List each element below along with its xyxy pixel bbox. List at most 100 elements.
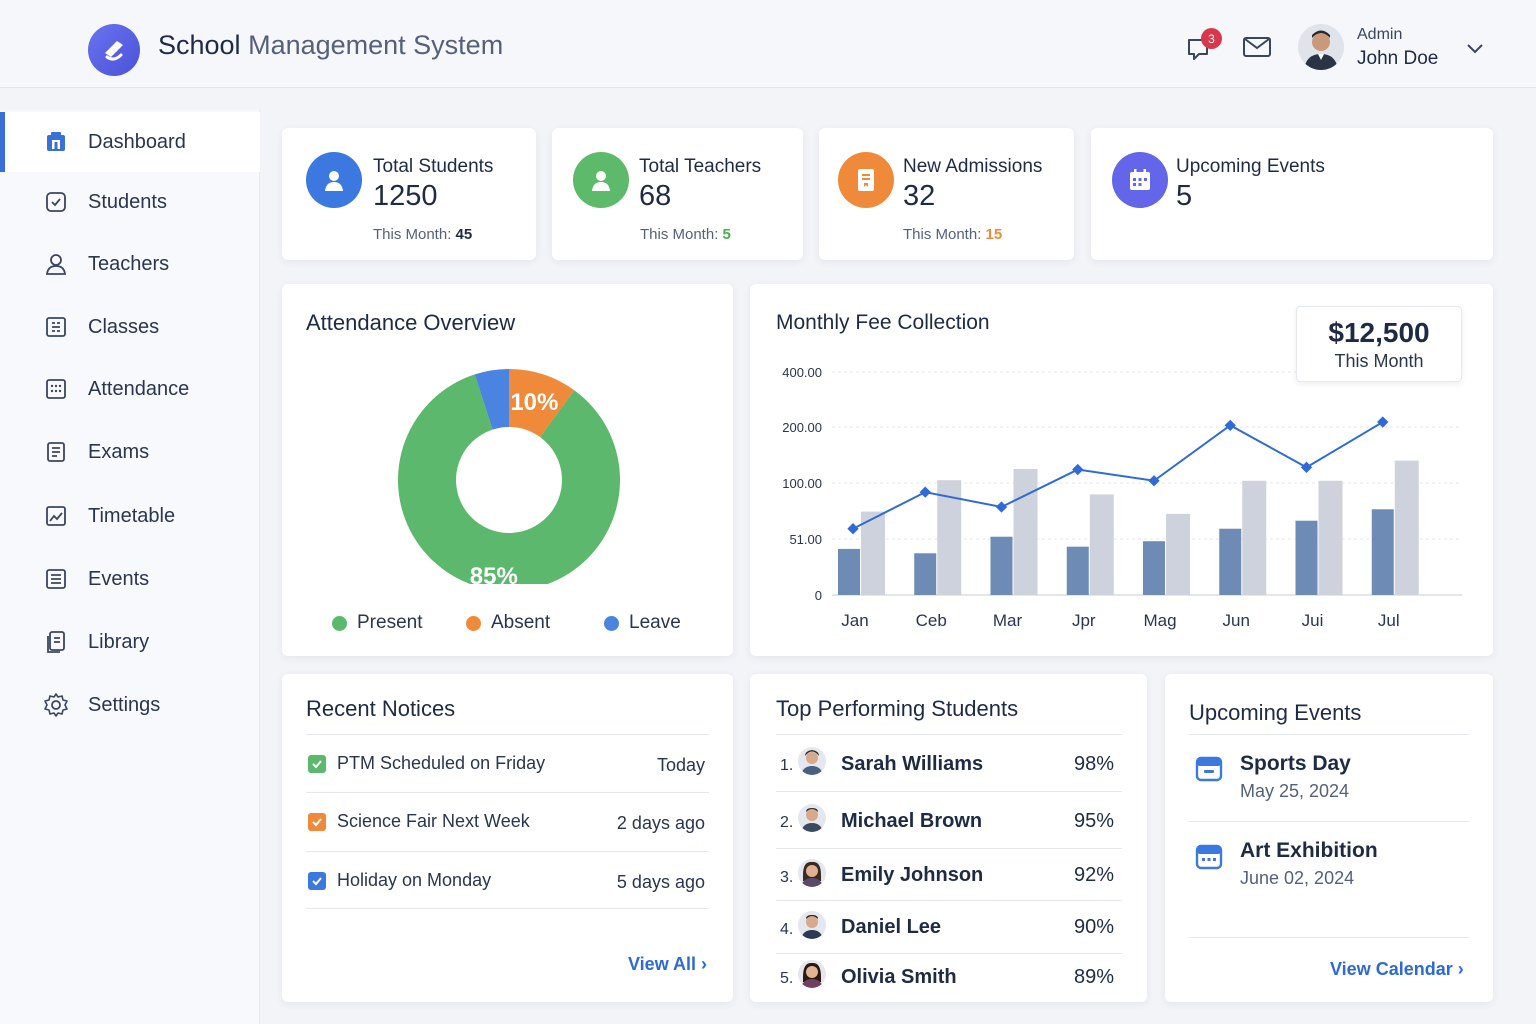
view-calendar-link[interactable]: View Calendar › [1330, 959, 1464, 980]
sidebar-item-events[interactable]: Events [0, 549, 260, 609]
donut-label: 85% [470, 563, 518, 584]
student-rank: 4. [780, 921, 794, 938]
card-title: Attendance Overview [306, 310, 516, 335]
y-tick-label: 200.00 [782, 420, 822, 435]
notice-row[interactable]: PTM Scheduled on Friday Today [306, 735, 709, 793]
view-all-label: View All [628, 954, 697, 974]
sidebar-item-attendance[interactable]: Attendance [0, 359, 260, 419]
student-score: 95% [1073, 810, 1114, 832]
timetable-icon [42, 502, 70, 530]
attendance-donut-chart: 10% 85% [397, 369, 620, 584]
student-avatar [798, 911, 826, 939]
student-name: Emily Johnson [841, 864, 984, 886]
events-card: Upcoming Events Sports Day May 25, 2024 … [1165, 674, 1493, 1002]
legend-dot [604, 615, 619, 631]
sidebar-item-settings[interactable]: Settings [0, 675, 260, 735]
trend-point [1072, 463, 1084, 476]
legend-present: Present [332, 612, 422, 634]
stat-value: 32 [903, 180, 936, 212]
bar-total [861, 511, 885, 595]
divider [1189, 734, 1469, 735]
stat-month-value: 45 [455, 226, 473, 243]
stat-month-prefix: This Month: [373, 226, 452, 243]
event-row[interactable]: Art Exhibition June 02, 2024 [1189, 822, 1469, 902]
fee-summary: $12,500 This Month [1296, 306, 1462, 382]
fee-amount: $12,500 [1328, 317, 1430, 348]
sidebar-item-dashboard[interactable]: Dashboard [0, 112, 260, 172]
events-icon [42, 565, 70, 593]
sidebar-item-label: Timetable [88, 504, 176, 527]
user-avatar[interactable] [1298, 24, 1344, 70]
event-date: May 25, 2024 [1240, 781, 1350, 801]
app-logo[interactable] [88, 24, 140, 76]
bar-collected [914, 553, 937, 595]
check-icon [308, 813, 326, 831]
stat-card-teachers[interactable]: Total Teachers 68 This Month: 5 [552, 128, 803, 260]
bar-collected [1219, 528, 1242, 595]
student-row[interactable]: 2. Michael Brown 95% [776, 792, 1122, 849]
notice-row[interactable]: Science Fair Next Week 2 days ago [306, 793, 709, 852]
notice-row[interactable]: Holiday on Monday 5 days ago [306, 852, 709, 909]
stat-label: Total Students [373, 156, 494, 177]
sidebar-item-label: Teachers [88, 252, 170, 275]
bar-collected [1143, 541, 1165, 595]
notice-time: 5 days ago [616, 872, 705, 892]
student-row[interactable]: 4. Daniel Lee 90% [776, 901, 1122, 954]
chevron-down-icon[interactable] [1466, 42, 1484, 60]
event-date: June 02, 2024 [1240, 868, 1355, 888]
trend-point [847, 523, 859, 535]
donut-slice-leave [474, 369, 509, 430]
trend-point [919, 486, 931, 498]
teacher-icon [573, 152, 629, 208]
student-score: 92% [1073, 864, 1114, 886]
student-name: Sarah Williams [841, 753, 984, 775]
bar-collected [1066, 546, 1089, 595]
student-score: 89% [1073, 966, 1114, 988]
student-avatar [798, 960, 826, 988]
sidebar: Dashboard Students Teachers Classes Atte… [0, 110, 260, 1024]
legend-absent: Absent [466, 612, 550, 634]
stat-card-admissions[interactable]: New Admissions 32 This Month: 15 [819, 128, 1074, 260]
notice-text: Holiday on Monday [337, 870, 492, 890]
user-name: John Doe [1357, 48, 1439, 69]
sidebar-item-label: Exams [88, 440, 150, 463]
sidebar-item-label: Classes [88, 315, 160, 338]
sidebar-item-library[interactable]: Library [0, 612, 260, 672]
sidebar-item-label: Events [88, 567, 150, 590]
stat-card-students[interactable]: Total Students 1250 This Month: 45 [282, 128, 536, 260]
donut-slice-absent [509, 369, 575, 438]
divider [306, 734, 709, 735]
bar-collected [1295, 520, 1318, 595]
student-score: 98% [1073, 753, 1114, 775]
admission-form-icon [838, 152, 894, 208]
trend-point [995, 501, 1008, 513]
calendar-icon [1195, 754, 1223, 782]
view-calendar-label: View Calendar [1330, 959, 1453, 979]
sidebar-item-exams[interactable]: Exams [0, 422, 260, 482]
sidebar-item-timetable[interactable]: Timetable [0, 486, 260, 546]
mail-icon[interactable] [1242, 34, 1272, 62]
y-tick-label: 400.00 [782, 365, 822, 380]
student-row[interactable]: 5. Olivia Smith 89% [776, 954, 1122, 1002]
attendance-icon [42, 375, 70, 403]
student-row[interactable]: 3. Emily Johnson 92% [776, 849, 1122, 901]
top-header: School Management System 3 Admin John Do… [0, 0, 1536, 88]
chevron-right-icon: › [701, 954, 708, 974]
event-row[interactable]: Sports Day May 25, 2024 [1189, 735, 1469, 822]
sidebar-item-classes[interactable]: Classes [0, 297, 260, 357]
sidebar-item-teachers[interactable]: Teachers [0, 234, 260, 294]
card-title: Monthly Fee Collection [776, 311, 990, 334]
check-icon [308, 872, 326, 890]
check-icon [308, 755, 326, 773]
sidebar-item-label: Dashboard [88, 130, 186, 153]
stat-card-events[interactable]: Upcoming Events 5 [1091, 128, 1493, 260]
sidebar-item-students[interactable]: Students [0, 172, 260, 232]
view-all-link[interactable]: View All › [628, 954, 707, 975]
student-row[interactable]: 1. Sarah Williams 98% [776, 735, 1122, 792]
legend-label: Leave [629, 612, 681, 633]
notice-time: Today [656, 755, 705, 775]
x-tick-label: Mag [1143, 611, 1176, 630]
stat-month-prefix: This Month: [640, 226, 719, 243]
notification-badge: 3 [1201, 28, 1222, 49]
x-tick-label: Mar [993, 611, 1023, 630]
